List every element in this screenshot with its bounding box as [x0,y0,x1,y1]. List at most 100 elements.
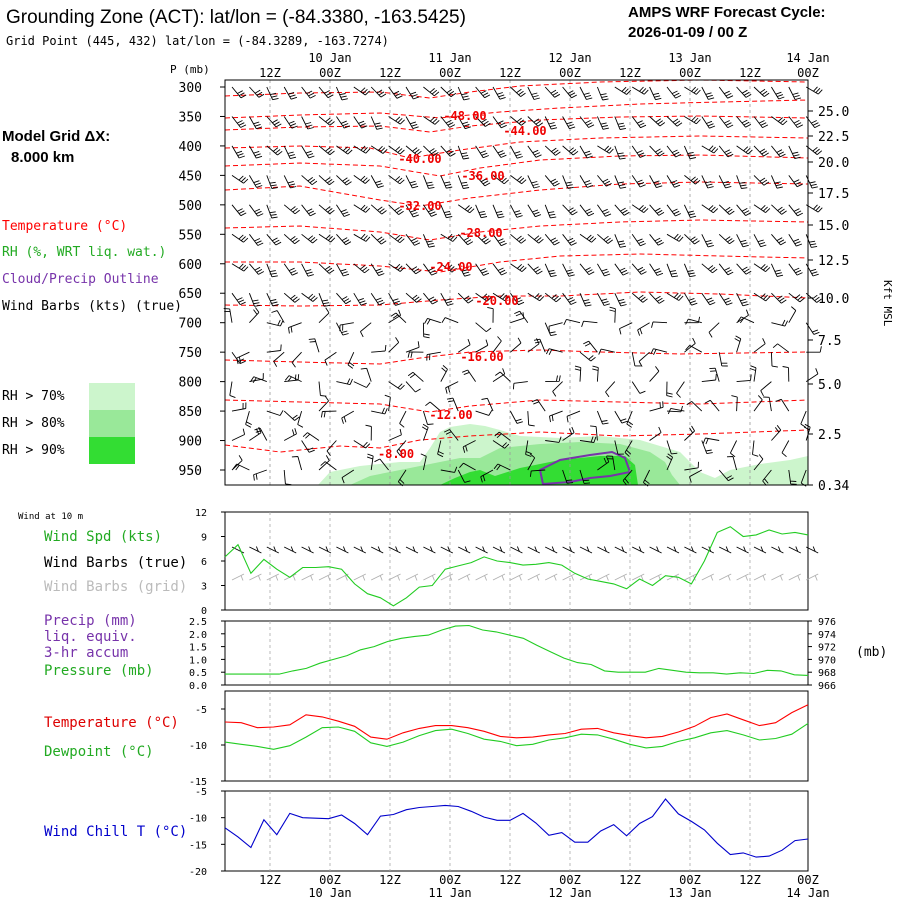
wind-speed-line [224,526,809,607]
bottom-date-label: 12 Jan [548,886,591,900]
wind-barb [249,86,265,98]
wind-barb [782,366,790,382]
wind-barb [649,292,665,304]
wind-barb [388,263,405,272]
wind-barb [445,381,459,394]
kft-tick: 20.0 [818,156,849,171]
true-wind-barb [736,546,749,554]
wind-barb [248,293,261,307]
pressure-axis-title: P (mb) [170,63,210,76]
wind-barb [291,456,303,471]
wind-barb [266,175,278,189]
true-wind-barb [614,546,628,554]
wind-barb [370,204,387,215]
wind-barb [512,381,528,390]
wind-barb [544,204,557,219]
contour-label: -16.00 [460,350,503,364]
wind-barb [562,469,574,484]
wind-barb [525,440,532,457]
true-wind-barb [266,546,280,554]
true-wind-barb [492,546,506,554]
wind-barbs-true-label: Wind Barbs (true) [44,555,187,571]
grid-wind-barb [492,573,506,581]
pressure-tick: 650 [179,287,202,302]
top-hour-label: 12Z [739,66,761,80]
true-wind-barb [405,546,419,554]
wind-barb [457,86,470,101]
wind-barb [666,440,678,455]
wind-barb [481,397,494,412]
wind-barb [266,86,279,101]
wind-barb [562,234,577,246]
wind-barb [388,292,402,306]
wind-barb [701,204,719,214]
wind-barb [545,375,561,383]
wind-barb [666,453,674,471]
contour-label: -32.00 [398,199,441,213]
wind-barb [718,469,734,482]
wind-barb [318,86,334,99]
grid-wind-barb [475,573,488,581]
wind-barb [492,86,506,100]
true-wind-barb [336,546,349,554]
wind-barb [336,145,353,155]
temperature-contour [224,154,809,177]
wind-barb [749,365,757,382]
wind-barb [771,319,789,327]
wind-barb [284,374,300,383]
wind-barb [422,410,434,425]
wind-barb [475,322,492,333]
top-date-label: 14 Jan [786,51,829,65]
wind-barb [253,469,267,481]
wind-barb [444,429,459,441]
wind-barb [545,348,563,356]
wind-barb [301,175,318,186]
wind-barb [684,86,701,95]
wind-barb [718,292,733,306]
wind-barb [231,86,247,99]
wind-barb [492,116,507,129]
wind-barb [283,469,292,486]
wind-barb [666,381,673,398]
true-wind-barb [510,546,523,554]
top-hour-label: 12Z [619,66,641,80]
wind-barb [736,116,752,128]
y-tick: 3 [201,582,207,593]
wind-barb [425,401,442,412]
wind-barb [336,263,350,277]
wind-barb [562,292,577,305]
wind-barb [649,263,664,276]
wind-barb [631,145,646,158]
wind-barb [514,310,529,323]
wind-barb [718,175,732,189]
wind-barb [527,116,544,127]
wind-barb [301,116,314,130]
wind-barb [701,440,713,455]
wind-barb [510,292,525,306]
wind-barb [273,351,285,367]
wind-barb [231,116,247,128]
wind-barb [318,307,330,324]
wind-barb [370,175,384,189]
wind-barb [770,175,783,189]
wind-barb [308,338,320,353]
wind-barb [631,116,647,129]
temp-label: Temperature (°C) [44,715,179,731]
wind-barb [597,145,614,154]
wind-barb [544,322,557,337]
wind-barb [457,233,474,246]
wind-barb [579,263,595,275]
grid-wind-barb [353,573,367,581]
wind-barb [562,426,575,441]
wind-barb [666,204,681,217]
kft-tick: 17.5 [818,187,849,202]
top-date-label: 12 Jan [548,51,591,65]
wind-barb [788,234,803,247]
wind-barb [390,312,407,324]
precip-panel-frame [224,620,809,686]
wind-barb [422,175,435,189]
contour-label: -8.00 [378,447,414,461]
wind-barb [631,381,646,394]
y-tick: 1.0 [189,655,207,666]
temperature-contour [224,79,809,99]
